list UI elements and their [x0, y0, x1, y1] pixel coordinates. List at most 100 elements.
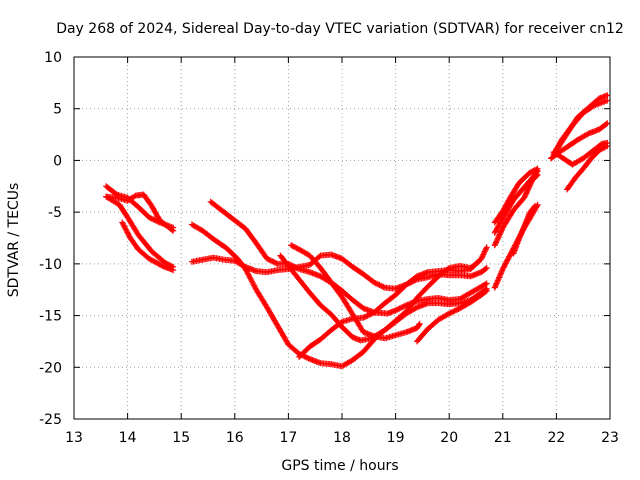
data-point: [269, 258, 276, 265]
data-point: [267, 257, 274, 264]
data-point: [363, 313, 370, 320]
series-track-f: [188, 221, 482, 370]
data-point: [521, 194, 528, 201]
data-point: [494, 236, 501, 243]
data-point: [416, 321, 423, 328]
data-point: [365, 312, 372, 319]
data-point: [412, 305, 419, 312]
data-point: [495, 234, 502, 241]
data-point: [526, 182, 533, 189]
data-point: [452, 307, 459, 314]
data-point: [521, 193, 528, 200]
data-point: [170, 227, 177, 234]
data-point: [533, 172, 540, 179]
data-point: [531, 202, 538, 209]
data-point: [288, 242, 295, 249]
data-point: [497, 230, 504, 237]
data-point: [170, 267, 177, 274]
data-point: [494, 235, 501, 242]
data-point: [589, 103, 596, 110]
data-point: [525, 185, 532, 192]
data-point: [151, 216, 158, 223]
data-point: [496, 232, 503, 239]
data-point: [603, 121, 610, 128]
data-point: [304, 354, 311, 361]
data-point: [376, 282, 383, 289]
data-point: [375, 281, 382, 288]
series-track-j: [296, 244, 490, 360]
data-point: [290, 243, 297, 250]
data-point: [496, 231, 503, 238]
data-point: [604, 120, 611, 127]
data-point: [523, 190, 530, 197]
data-point: [483, 244, 490, 251]
data-point: [497, 228, 504, 235]
y-tick-label: 5: [53, 102, 62, 118]
series-track-u: [564, 142, 611, 193]
x-tick-label: 17: [279, 430, 297, 446]
y-tick-label: -25: [39, 412, 62, 428]
data-point: [263, 255, 270, 262]
x-tick-label: 13: [65, 430, 83, 446]
data-point: [493, 238, 500, 245]
data-point: [131, 193, 138, 200]
data-points: [103, 92, 611, 370]
data-point: [534, 171, 541, 178]
data-point: [168, 226, 175, 233]
data-point: [289, 242, 296, 249]
x-axis-label: GPS time / hours: [281, 458, 398, 474]
data-point: [450, 308, 457, 315]
data-point: [482, 265, 489, 272]
data-point: [483, 264, 490, 271]
x-tick-label: 19: [387, 430, 405, 446]
data-point: [241, 263, 248, 270]
data-point: [527, 169, 534, 176]
x-tick-label: 15: [172, 430, 190, 446]
data-point: [305, 355, 312, 362]
x-tick-label: 22: [547, 430, 565, 446]
data-point: [451, 307, 458, 314]
x-tick-label: 14: [119, 430, 137, 446]
data-point: [270, 258, 277, 265]
data-point: [524, 186, 531, 193]
data-point: [316, 253, 323, 260]
series-track-e: [207, 198, 490, 317]
data-point: [447, 309, 454, 316]
data-point: [392, 307, 399, 314]
data-point: [604, 97, 611, 104]
data-point: [147, 214, 154, 221]
data-point: [482, 288, 489, 295]
data-point: [602, 143, 609, 150]
data-point: [416, 320, 423, 327]
series-track-n: [491, 171, 541, 249]
data-point: [483, 287, 490, 294]
data-point: [491, 242, 498, 249]
series-track-k: [414, 287, 490, 345]
data-point: [377, 282, 384, 289]
data-point: [526, 183, 533, 190]
data-point: [604, 142, 611, 149]
data-point: [368, 310, 375, 317]
chart-title: Day 268 of 2024, Sidereal Day-to-day VTE…: [56, 21, 624, 37]
data-point: [265, 256, 272, 263]
data-point: [492, 240, 499, 247]
data-point: [292, 244, 299, 251]
data-point: [158, 262, 165, 269]
data-point: [393, 306, 400, 313]
data-point: [360, 314, 367, 321]
x-tick-label: 20: [440, 430, 458, 446]
series-track-c: [103, 193, 177, 270]
data-point: [272, 259, 278, 266]
data-point: [584, 131, 591, 138]
data-point: [522, 191, 529, 198]
data-point: [523, 189, 530, 196]
data-point: [395, 306, 402, 313]
y-tick-label: 10: [44, 50, 62, 66]
data-point: [372, 280, 379, 287]
data-point: [527, 181, 534, 188]
data-point: [600, 145, 607, 152]
data-point: [482, 281, 489, 288]
x-tick-label: 23: [601, 430, 619, 446]
data-point: [598, 145, 605, 152]
data-point: [448, 309, 455, 316]
